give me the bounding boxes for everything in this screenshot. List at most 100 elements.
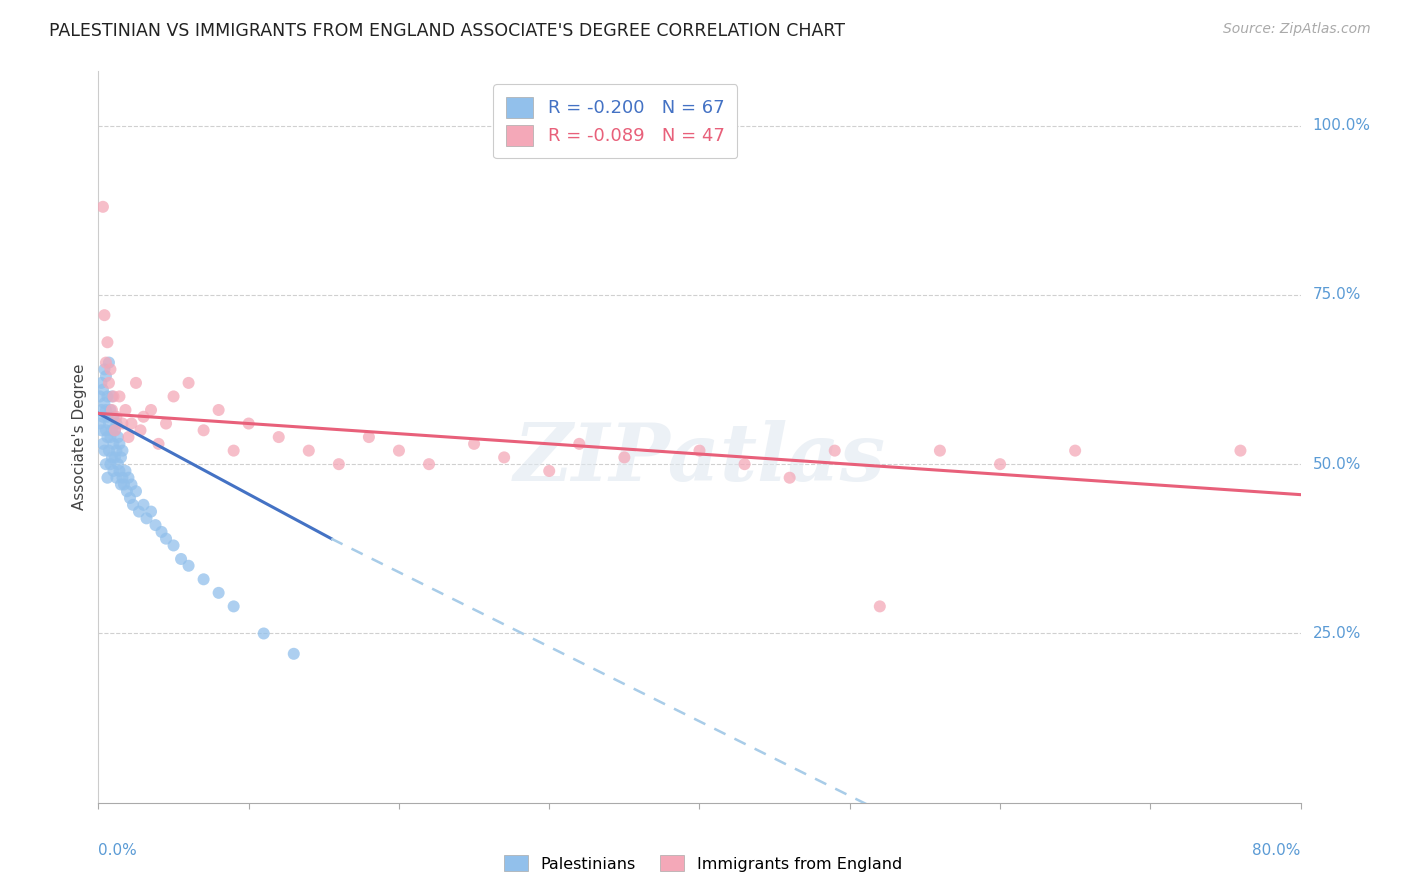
- Point: [734, 457, 756, 471]
- Point: [114, 403, 136, 417]
- Point: [108, 389, 131, 403]
- Point: [298, 443, 321, 458]
- Point: [89, 389, 111, 403]
- Point: [150, 524, 173, 539]
- Text: Source: ZipAtlas.com: Source: ZipAtlas.com: [1223, 22, 1371, 37]
- Point: [135, 511, 157, 525]
- Point: [110, 450, 132, 465]
- Point: [177, 376, 200, 390]
- Point: [122, 498, 145, 512]
- Point: [162, 538, 184, 552]
- Point: [93, 362, 115, 376]
- Point: [538, 464, 561, 478]
- Point: [155, 417, 177, 431]
- Point: [121, 477, 143, 491]
- Text: 0.0%: 0.0%: [98, 843, 138, 858]
- Point: [103, 409, 125, 424]
- Point: [170, 552, 193, 566]
- Point: [283, 647, 305, 661]
- Point: [238, 417, 260, 431]
- Point: [114, 464, 136, 478]
- Point: [97, 376, 120, 390]
- Point: [97, 443, 120, 458]
- Point: [613, 450, 636, 465]
- Point: [128, 505, 150, 519]
- Point: [121, 417, 143, 431]
- Point: [91, 383, 114, 397]
- Point: [824, 443, 846, 458]
- Point: [155, 532, 177, 546]
- Point: [111, 443, 134, 458]
- Point: [125, 376, 148, 390]
- Point: [100, 457, 122, 471]
- Point: [494, 450, 516, 465]
- Text: ZIPatlas: ZIPatlas: [513, 420, 886, 498]
- Point: [93, 396, 115, 410]
- Point: [91, 200, 114, 214]
- Point: [328, 457, 350, 471]
- Legend: R = -0.200   N = 67, R = -0.089   N = 47: R = -0.200 N = 67, R = -0.089 N = 47: [494, 84, 737, 158]
- Point: [104, 450, 127, 465]
- Point: [90, 376, 112, 390]
- Point: [96, 335, 118, 350]
- Point: [104, 423, 127, 437]
- Point: [103, 464, 125, 478]
- Point: [108, 437, 131, 451]
- Point: [105, 409, 128, 424]
- Point: [145, 518, 167, 533]
- Point: [96, 471, 118, 485]
- Point: [97, 355, 120, 369]
- Point: [103, 389, 125, 403]
- Point: [988, 457, 1011, 471]
- Point: [93, 443, 115, 458]
- Text: 80.0%: 80.0%: [1253, 843, 1301, 858]
- Point: [357, 430, 380, 444]
- Point: [101, 403, 124, 417]
- Point: [418, 457, 440, 471]
- Point: [108, 464, 131, 478]
- Point: [94, 423, 117, 437]
- Point: [107, 457, 129, 471]
- Point: [148, 437, 170, 451]
- Y-axis label: Associate's Degree: Associate's Degree: [72, 364, 87, 510]
- Point: [105, 443, 128, 458]
- Text: 100.0%: 100.0%: [1313, 118, 1371, 133]
- Point: [100, 430, 122, 444]
- Point: [96, 430, 118, 444]
- Point: [97, 417, 120, 431]
- Point: [463, 437, 485, 451]
- Point: [94, 355, 117, 369]
- Point: [132, 409, 155, 424]
- Point: [93, 308, 115, 322]
- Point: [779, 471, 801, 485]
- Point: [193, 423, 215, 437]
- Point: [115, 484, 138, 499]
- Point: [94, 369, 117, 384]
- Point: [101, 450, 124, 465]
- Point: [139, 403, 162, 417]
- Text: PALESTINIAN VS IMMIGRANTS FROM ENGLAND ASSOCIATE'S DEGREE CORRELATION CHART: PALESTINIAN VS IMMIGRANTS FROM ENGLAND A…: [49, 22, 845, 40]
- Point: [688, 443, 710, 458]
- Text: 25.0%: 25.0%: [1313, 626, 1361, 641]
- Point: [100, 403, 122, 417]
- Text: 75.0%: 75.0%: [1313, 287, 1361, 302]
- Point: [117, 471, 139, 485]
- Point: [177, 558, 200, 573]
- Point: [129, 423, 152, 437]
- Point: [90, 423, 112, 437]
- Point: [112, 477, 135, 491]
- Point: [96, 409, 118, 424]
- Legend: Palestinians, Immigrants from England: Palestinians, Immigrants from England: [496, 847, 910, 880]
- Point: [94, 403, 117, 417]
- Point: [929, 443, 952, 458]
- Point: [118, 491, 141, 505]
- Point: [91, 437, 114, 451]
- Point: [96, 389, 118, 403]
- Point: [110, 477, 132, 491]
- Point: [117, 430, 139, 444]
- Point: [208, 586, 231, 600]
- Point: [267, 430, 290, 444]
- Point: [101, 389, 124, 403]
- Point: [222, 599, 245, 614]
- Point: [100, 362, 122, 376]
